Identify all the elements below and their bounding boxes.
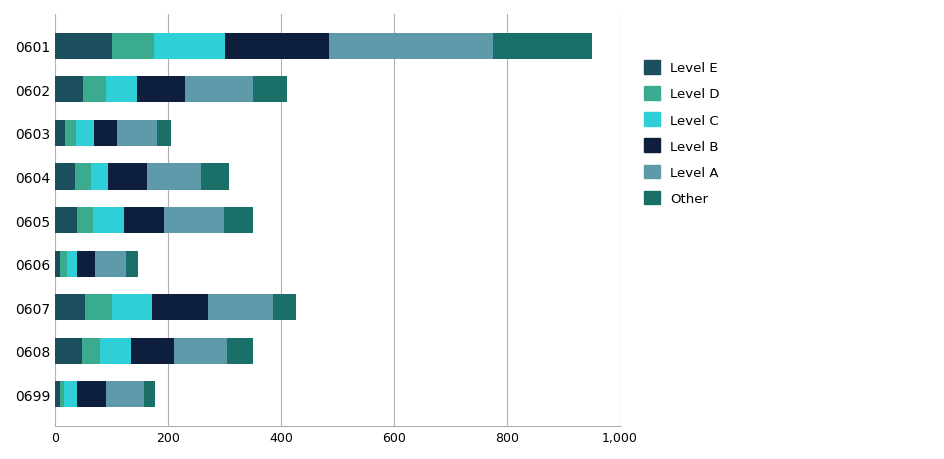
Bar	[82, 338, 100, 364]
Bar	[108, 164, 147, 190]
Bar	[157, 121, 171, 147]
Bar	[75, 164, 91, 190]
Bar	[131, 338, 174, 364]
Bar	[208, 295, 273, 320]
Bar	[59, 381, 64, 408]
Bar	[55, 251, 59, 277]
Bar	[185, 77, 253, 103]
Bar	[55, 295, 85, 320]
Bar	[147, 164, 201, 190]
Bar	[55, 338, 82, 364]
Bar	[201, 164, 229, 190]
Bar	[329, 34, 493, 60]
Bar	[225, 34, 329, 60]
Bar	[137, 77, 185, 103]
Bar	[117, 121, 157, 147]
Bar	[93, 121, 117, 147]
Bar	[253, 77, 286, 103]
Bar	[144, 381, 155, 408]
Bar	[100, 338, 131, 364]
Bar	[93, 207, 124, 234]
Bar	[273, 295, 296, 320]
Bar	[111, 34, 154, 60]
Bar	[64, 381, 76, 408]
Bar	[106, 381, 144, 408]
Bar	[76, 121, 93, 147]
Bar	[59, 251, 66, 277]
Bar	[65, 121, 76, 147]
Bar	[152, 295, 208, 320]
Bar	[83, 77, 106, 103]
Bar	[493, 34, 591, 60]
Bar	[228, 338, 253, 364]
Bar	[154, 34, 225, 60]
Bar	[55, 77, 83, 103]
Bar	[55, 34, 111, 60]
Bar	[76, 207, 93, 234]
Bar	[76, 381, 106, 408]
Bar	[55, 207, 76, 234]
Bar	[106, 77, 137, 103]
Bar	[174, 338, 228, 364]
Bar	[55, 121, 65, 147]
Bar	[66, 251, 76, 277]
Bar	[85, 295, 111, 320]
Legend: Level E, Level D, Level C, Level B, Level A, Other: Level E, Level D, Level C, Level B, Leve…	[636, 55, 726, 212]
Bar	[124, 207, 164, 234]
Bar	[94, 251, 126, 277]
Bar	[111, 295, 152, 320]
Bar	[164, 207, 224, 234]
Bar	[91, 164, 108, 190]
Bar	[224, 207, 253, 234]
Bar	[55, 381, 59, 408]
Bar	[126, 251, 138, 277]
Bar	[55, 164, 75, 190]
Bar	[76, 251, 94, 277]
